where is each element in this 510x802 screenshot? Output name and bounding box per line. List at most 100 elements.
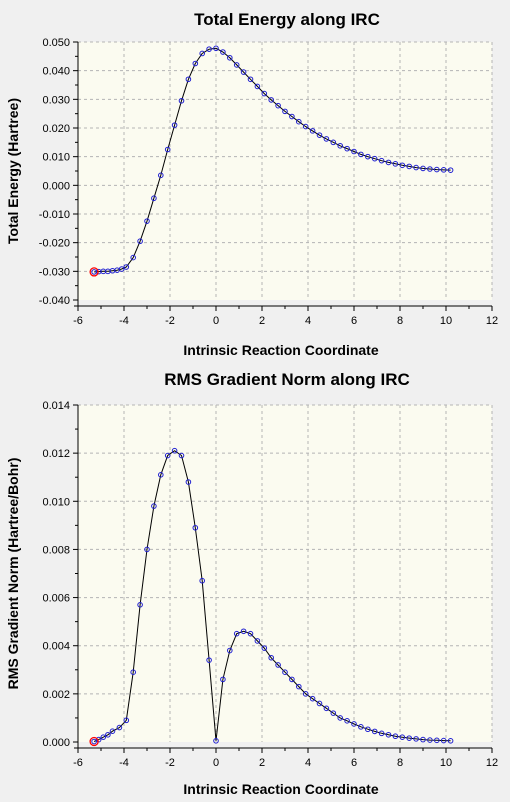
data-point[interactable] <box>116 724 123 731</box>
data-point[interactable] <box>158 472 164 478</box>
data-point[interactable] <box>351 721 357 727</box>
data-point[interactable] <box>440 167 447 173</box>
data-point[interactable] <box>123 264 130 270</box>
data-point[interactable] <box>247 76 254 83</box>
data-point[interactable] <box>164 146 171 153</box>
data-point[interactable] <box>282 108 288 115</box>
current-point-marker[interactable] <box>89 267 99 277</box>
data-point[interactable] <box>233 62 240 68</box>
data-point[interactable] <box>130 254 136 261</box>
data-point[interactable] <box>151 503 157 509</box>
data-point[interactable] <box>130 669 136 675</box>
data-point[interactable] <box>220 676 226 683</box>
data-point[interactable] <box>178 97 185 104</box>
data-point[interactable] <box>337 715 344 721</box>
data-point[interactable] <box>302 691 309 697</box>
data-point[interactable] <box>213 737 219 744</box>
data-point[interactable] <box>289 113 295 120</box>
data-point[interactable] <box>118 266 125 272</box>
data-point[interactable] <box>261 645 268 651</box>
data-point[interactable] <box>337 142 344 149</box>
data-point[interactable] <box>275 662 281 668</box>
data-point[interactable] <box>330 710 337 716</box>
data-point[interactable] <box>240 628 247 635</box>
data-point[interactable] <box>323 705 330 712</box>
data-point[interactable] <box>296 118 302 125</box>
data-point[interactable] <box>151 195 157 202</box>
data-point[interactable] <box>254 83 261 90</box>
data-point[interactable] <box>434 166 440 173</box>
data-point[interactable] <box>302 123 309 130</box>
data-point[interactable] <box>240 69 247 75</box>
data-point[interactable] <box>406 735 413 741</box>
data-point[interactable] <box>358 151 364 158</box>
data-point[interactable] <box>378 730 385 737</box>
data-point[interactable] <box>206 657 212 663</box>
data-point[interactable] <box>420 165 426 172</box>
data-point[interactable] <box>192 524 199 531</box>
data-point[interactable] <box>282 669 288 675</box>
data-point[interactable] <box>296 683 302 690</box>
data-point[interactable] <box>427 166 433 172</box>
data-point[interactable] <box>123 717 130 724</box>
data-point[interactable] <box>330 139 337 146</box>
data-point[interactable] <box>434 737 440 744</box>
data-point[interactable] <box>206 46 212 52</box>
data-point[interactable] <box>171 122 178 128</box>
data-point[interactable] <box>413 164 419 171</box>
data-point[interactable] <box>178 452 185 459</box>
data-point[interactable] <box>378 157 385 164</box>
current-point-marker[interactable] <box>89 736 99 747</box>
data-point[interactable] <box>261 90 268 97</box>
data-point[interactable] <box>275 102 281 109</box>
data-point[interactable] <box>137 238 143 245</box>
data-point[interactable] <box>199 577 205 584</box>
data-point[interactable] <box>268 654 275 661</box>
data-point[interactable] <box>392 161 399 167</box>
data-point[interactable] <box>392 733 399 740</box>
data-point[interactable] <box>344 145 350 152</box>
data-point[interactable] <box>213 45 219 52</box>
data-point[interactable] <box>371 155 378 162</box>
data-point[interactable] <box>100 734 107 740</box>
data-point[interactable] <box>91 738 97 745</box>
data-point[interactable] <box>406 163 413 170</box>
data-point[interactable] <box>185 479 192 485</box>
data-point[interactable] <box>385 731 392 738</box>
data-point[interactable] <box>144 546 150 553</box>
data-point[interactable] <box>164 452 171 459</box>
data-point[interactable] <box>137 601 143 608</box>
data-point[interactable] <box>447 167 454 173</box>
data-point[interactable] <box>351 148 357 155</box>
data-point[interactable] <box>365 726 371 733</box>
data-point[interactable] <box>247 630 254 637</box>
data-point[interactable] <box>399 162 406 169</box>
data-point[interactable] <box>309 695 316 702</box>
data-point[interactable] <box>316 132 323 138</box>
data-point[interactable] <box>358 724 364 730</box>
data-point[interactable] <box>233 630 240 637</box>
data-point[interactable] <box>192 60 199 67</box>
data-point[interactable] <box>309 128 316 134</box>
data-point[interactable] <box>220 49 226 55</box>
data-point[interactable] <box>427 737 433 743</box>
data-point[interactable] <box>447 737 454 744</box>
data-point[interactable] <box>420 736 426 743</box>
data-point[interactable] <box>171 447 178 454</box>
data-point[interactable] <box>323 136 330 142</box>
data-point[interactable] <box>371 728 378 735</box>
data-point[interactable] <box>199 50 205 57</box>
data-point[interactable] <box>399 734 406 740</box>
data-point[interactable] <box>413 736 419 742</box>
data-point[interactable] <box>365 153 371 160</box>
data-point[interactable] <box>109 728 116 734</box>
data-point[interactable] <box>105 731 111 738</box>
data-point[interactable] <box>144 218 150 224</box>
data-point[interactable] <box>289 676 295 683</box>
data-point[interactable] <box>227 647 233 654</box>
data-point[interactable] <box>268 97 275 103</box>
data-point[interactable] <box>385 159 392 166</box>
data-point[interactable] <box>316 700 323 707</box>
data-point[interactable] <box>185 76 192 83</box>
data-point[interactable] <box>344 718 350 724</box>
